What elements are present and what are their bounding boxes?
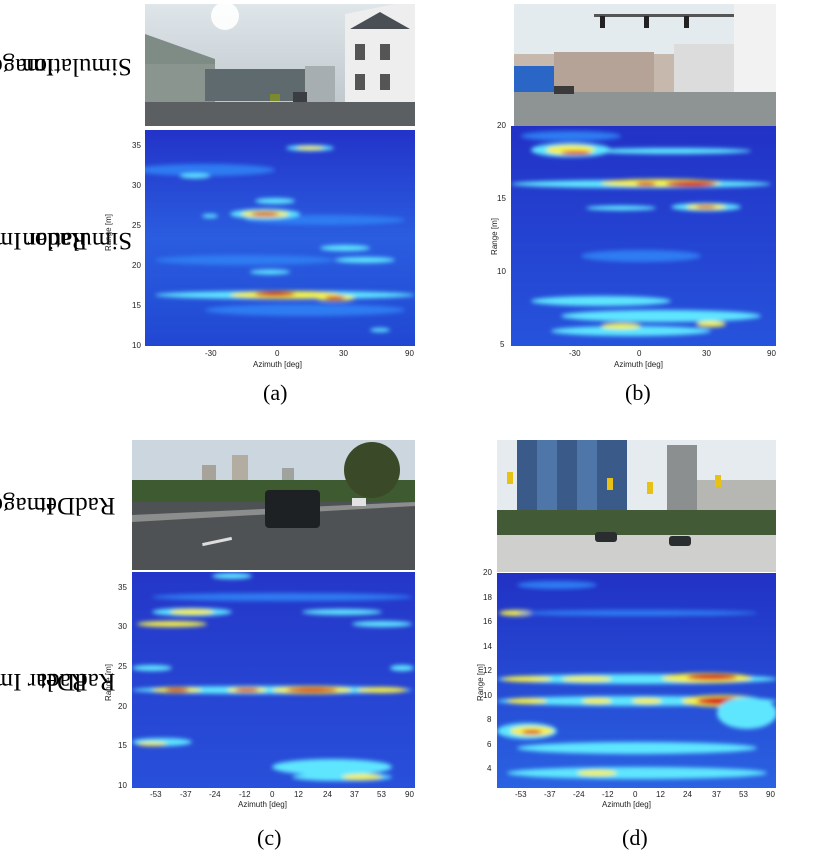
y-tick-d-18: 18 bbox=[483, 593, 492, 602]
x-tick-b-0: 0 bbox=[637, 349, 642, 358]
x-axis-label-d: Azimuth [deg] bbox=[602, 800, 651, 809]
row-label-radar-raddet: Radar ImageRadDet bbox=[0, 667, 116, 695]
y-tick-a-10: 10 bbox=[132, 341, 141, 350]
x-tick-d-0: 0 bbox=[633, 790, 638, 799]
x-tick-d-m12: -12 bbox=[602, 790, 614, 799]
x-tick-c-37: 37 bbox=[350, 790, 359, 799]
x-tick-a-30: 30 bbox=[339, 349, 348, 358]
radar-heatmap-a bbox=[145, 130, 415, 346]
photo-raddet-d bbox=[497, 440, 776, 572]
photo-simulation-b bbox=[514, 4, 776, 126]
y-tick-b-10: 10 bbox=[497, 267, 506, 276]
y-tick-d-4: 4 bbox=[487, 764, 492, 773]
x-tick-c-12: 12 bbox=[294, 790, 303, 799]
x-axis-label-a: Azimuth [deg] bbox=[253, 360, 302, 369]
x-tick-b-90: 90 bbox=[767, 349, 776, 358]
caption-b: (b) bbox=[625, 380, 651, 405]
x-tick-c-m24: -24 bbox=[209, 790, 221, 799]
x-tick-d-m53: -53 bbox=[515, 790, 527, 799]
y-tick-d-14: 14 bbox=[483, 642, 492, 651]
x-tick-d-12: 12 bbox=[656, 790, 665, 799]
row-label-image-simulation: ImageSimulation bbox=[0, 52, 132, 80]
y-tick-c-25: 25 bbox=[118, 662, 127, 671]
y-tick-d-8: 8 bbox=[487, 715, 492, 724]
y-tick-a-35: 35 bbox=[132, 141, 141, 150]
y-tick-b-20: 20 bbox=[497, 121, 506, 130]
y-tick-d-20: 20 bbox=[483, 568, 492, 577]
y-tick-c-30: 30 bbox=[118, 622, 127, 631]
photo-raddet-c bbox=[132, 440, 415, 570]
y-tick-c-35: 35 bbox=[118, 583, 127, 592]
x-tick-c-0: 0 bbox=[270, 790, 275, 799]
radar-heatmap-c bbox=[132, 572, 415, 788]
x-tick-c-m12: -12 bbox=[239, 790, 251, 799]
y-axis-label-a: Range [m] bbox=[103, 214, 113, 251]
y-tick-c-15: 15 bbox=[118, 741, 127, 750]
x-tick-d-m24: -24 bbox=[573, 790, 585, 799]
x-tick-c-m53: -53 bbox=[150, 790, 162, 799]
photo-simulation-a bbox=[145, 4, 415, 126]
y-axis-label-c: Range [m] bbox=[103, 664, 113, 701]
row-label-image-raddet: ImageRadDet bbox=[0, 491, 116, 519]
x-tick-c-53: 53 bbox=[377, 790, 386, 799]
radar-heatmap-d bbox=[497, 573, 776, 788]
y-tick-c-20: 20 bbox=[118, 702, 127, 711]
y-tick-d-12: 12 bbox=[483, 666, 492, 675]
x-tick-c-90: 90 bbox=[405, 790, 414, 799]
x-tick-d-53: 53 bbox=[739, 790, 748, 799]
y-tick-a-15: 15 bbox=[132, 301, 141, 310]
y-axis-label-b: Range [m] bbox=[489, 218, 499, 255]
x-tick-d-m37: -37 bbox=[544, 790, 556, 799]
x-tick-b-30: 30 bbox=[702, 349, 711, 358]
x-tick-b-m30: -30 bbox=[569, 349, 581, 358]
x-tick-a-m30: -30 bbox=[205, 349, 217, 358]
x-tick-d-37: 37 bbox=[712, 790, 721, 799]
y-tick-a-20: 20 bbox=[132, 261, 141, 270]
x-axis-label-b: Azimuth [deg] bbox=[614, 360, 663, 369]
caption-c: (c) bbox=[257, 825, 282, 850]
x-axis-label-c: Azimuth [deg] bbox=[238, 800, 287, 809]
caption-a: (a) bbox=[263, 380, 288, 405]
y-tick-a-25: 25 bbox=[132, 221, 141, 230]
x-tick-a-0: 0 bbox=[275, 349, 280, 358]
y-tick-b-15: 15 bbox=[497, 194, 506, 203]
x-tick-c-m37: -37 bbox=[180, 790, 192, 799]
y-tick-a-30: 30 bbox=[132, 181, 141, 190]
y-tick-d-10: 10 bbox=[483, 691, 492, 700]
x-tick-d-90: 90 bbox=[766, 790, 775, 799]
radar-heatmap-b bbox=[511, 126, 776, 346]
caption-d: (d) bbox=[622, 825, 648, 850]
x-tick-c-24: 24 bbox=[323, 790, 332, 799]
x-tick-a-90: 90 bbox=[405, 349, 414, 358]
y-tick-b-5: 5 bbox=[500, 340, 505, 349]
y-tick-c-10: 10 bbox=[118, 781, 127, 790]
x-tick-d-24: 24 bbox=[683, 790, 692, 799]
row-label-radar-simulation: Radar ImageSimulation bbox=[0, 226, 132, 254]
y-tick-d-16: 16 bbox=[483, 617, 492, 626]
y-tick-d-6: 6 bbox=[487, 740, 492, 749]
